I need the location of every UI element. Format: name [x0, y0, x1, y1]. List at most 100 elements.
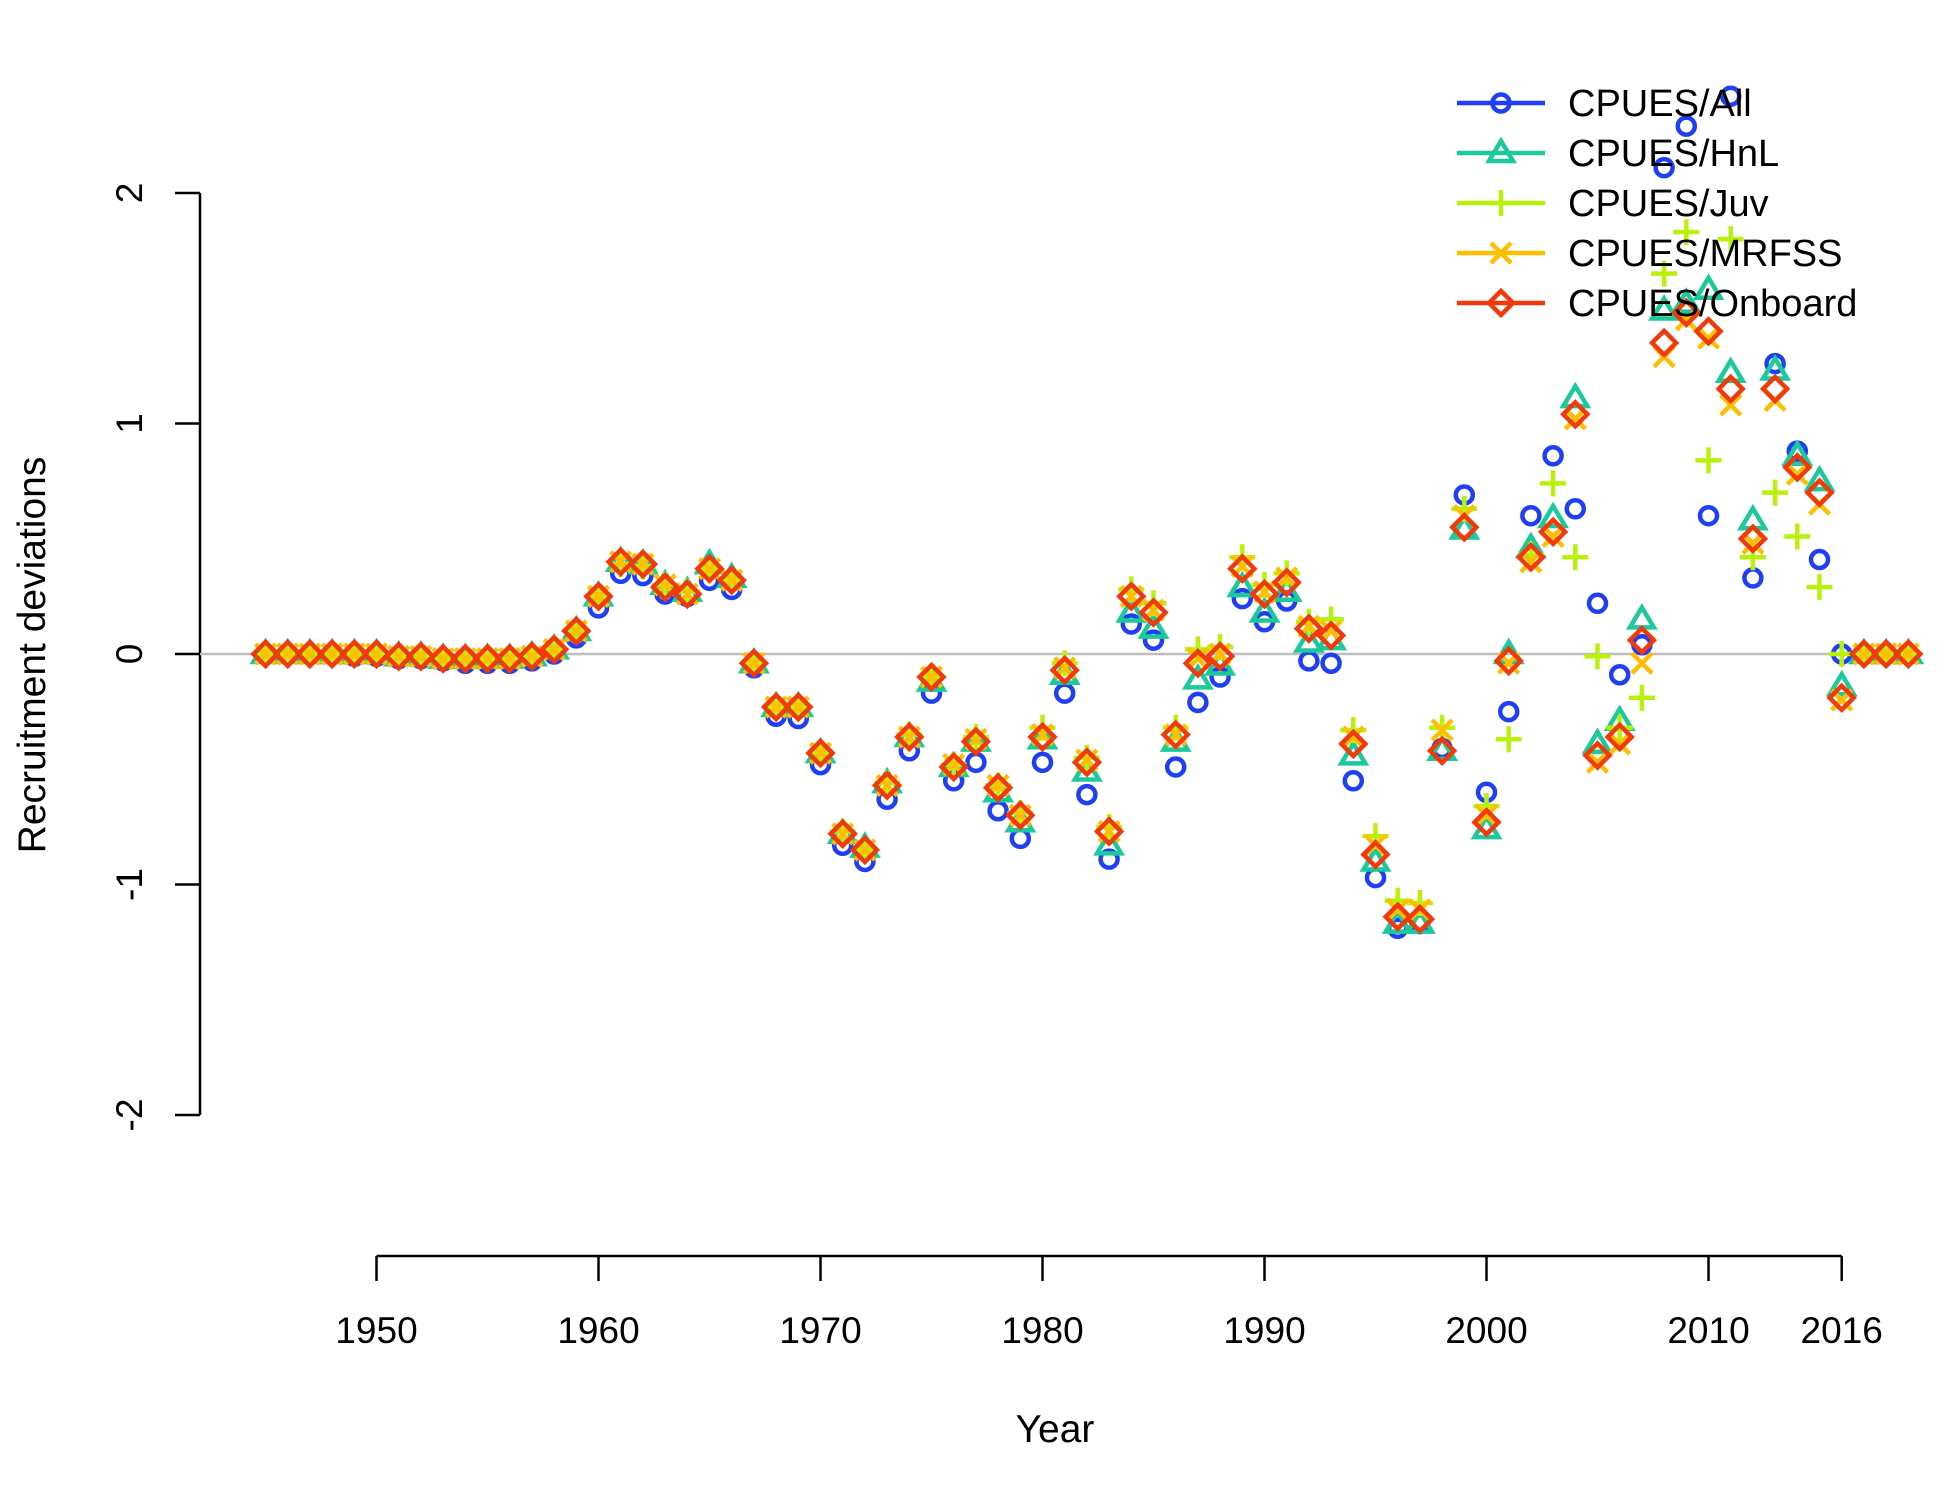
point-4-1978 — [982, 772, 1014, 803]
point-4-2016 — [1826, 682, 1857, 713]
point-3-2004 — [1563, 407, 1587, 431]
point-1-2014 — [1781, 439, 1814, 467]
point-1-1998 — [1426, 734, 1459, 762]
legend-marker-4 — [1485, 287, 1517, 319]
point-2-2004 — [1562, 544, 1589, 571]
point-1-1983 — [1093, 828, 1126, 856]
point-4-1956 — [494, 643, 525, 674]
point-0-2008 — [1653, 156, 1675, 179]
point-4-1970 — [805, 737, 836, 769]
point-3-2006 — [1608, 732, 1632, 756]
legend-marker-2 — [1488, 190, 1514, 216]
point-3-1993 — [1319, 619, 1343, 643]
x-ticks: 1950 1960 1970 1980 1990 2000 2010 2016 — [335, 1256, 1883, 1351]
point-1-1984 — [1115, 596, 1148, 623]
point-4-1986 — [1160, 719, 1191, 750]
point-4-1966 — [716, 565, 747, 596]
point-4-1964 — [672, 578, 703, 610]
series-cpues-onboard — [250, 297, 1924, 935]
legend-label-0: CPUES/All — [1568, 83, 1752, 125]
x-axis-title: Year — [1016, 1408, 1095, 1451]
x-tick-label-1990: 1990 — [1223, 1310, 1305, 1351]
point-4-1949 — [339, 638, 370, 670]
point-4-1988 — [1204, 641, 1236, 672]
point-1-2009 — [1670, 287, 1703, 314]
point-0-1980 — [1031, 751, 1054, 774]
point-2-2005 — [1584, 643, 1611, 670]
point-0-1981 — [1053, 682, 1076, 704]
point-4-1947 — [294, 638, 326, 670]
point-4-1990 — [1249, 578, 1280, 610]
point-4-1971 — [827, 818, 858, 849]
point-4-1980 — [1027, 721, 1058, 753]
point-2-2010 — [1695, 447, 1722, 474]
point-4-1945 — [250, 638, 281, 670]
point-0-1983 — [1098, 848, 1120, 870]
point-3-1994 — [1341, 725, 1365, 749]
point-1-2003 — [1537, 501, 1570, 529]
point-4-1961 — [605, 546, 636, 577]
series-cpues-mrfss — [253, 308, 1920, 922]
point-4-1983 — [1093, 816, 1125, 847]
point-4-2003 — [1537, 516, 1569, 548]
x-tick-label-1970: 1970 — [779, 1310, 861, 1351]
point-4-1976 — [938, 751, 969, 783]
point-1-1990 — [1248, 596, 1281, 623]
point-1-2004 — [1559, 381, 1592, 409]
point-0-1982 — [1076, 783, 1098, 806]
point-0-1987 — [1187, 691, 1209, 714]
y-ticks: -2 -1 0 1 2 — [109, 183, 200, 1132]
point-4-1952 — [405, 641, 437, 672]
point-4-2018 — [1870, 638, 1902, 670]
point-3-2002 — [1519, 550, 1543, 574]
point-4-1960 — [583, 581, 614, 612]
point-4-1989 — [1227, 553, 1258, 584]
point-4-1948 — [316, 638, 348, 670]
point-4-2013 — [1759, 373, 1791, 405]
point-0-2005 — [1586, 592, 1609, 615]
x-tick-label-1950: 1950 — [335, 1310, 417, 1351]
legend-label-2: CPUES/Juv — [1568, 183, 1769, 225]
point-4-1992 — [1293, 613, 1325, 644]
point-4-1997 — [1404, 903, 1436, 935]
point-0-2009 — [1675, 115, 1698, 137]
point-0-1993 — [1320, 652, 1342, 674]
point-1-2005 — [1581, 727, 1614, 755]
point-4-2009 — [1671, 297, 1702, 329]
point-1-1992 — [1292, 626, 1325, 653]
point-0-2002 — [1520, 504, 1542, 527]
legend-item-2: CPUES/Juv — [1457, 183, 1769, 225]
series-cpues-hnl — [249, 273, 1925, 934]
point-0-1994 — [1342, 770, 1365, 792]
point-4-2005 — [1582, 740, 1613, 771]
point-4-2015 — [1804, 477, 1835, 508]
point-4-2001 — [1493, 645, 1524, 677]
point-4-1999 — [1449, 512, 1480, 543]
point-4-2004 — [1560, 399, 1591, 430]
point-2-1981 — [1051, 650, 1078, 677]
point-4-2007 — [1626, 624, 1658, 656]
point-4-2012 — [1737, 523, 1769, 554]
axes: 1950 1960 1970 1980 1990 2000 2010 2016 -2 -1 0 1 2 — [109, 183, 1883, 1351]
point-0-2001 — [1497, 700, 1520, 723]
point-4-1955 — [472, 643, 503, 674]
point-4-1974 — [894, 721, 925, 753]
y-tick-label--1: -1 — [109, 868, 150, 901]
point-4-1998 — [1426, 735, 1458, 766]
point-3-2009 — [1674, 308, 1698, 332]
point-3-2000 — [1474, 803, 1499, 827]
point-2-2007 — [1628, 684, 1655, 711]
point-1-2016 — [1825, 669, 1858, 697]
point-0-2015 — [1808, 548, 1831, 571]
point-4-1996 — [1382, 901, 1413, 932]
point-4-1946 — [272, 638, 303, 670]
point-3-1998 — [1430, 718, 1454, 742]
point-2-2013 — [1762, 479, 1789, 506]
point-4-1994 — [1338, 728, 1369, 760]
point-4-2002 — [1515, 542, 1547, 573]
point-2-2008 — [1651, 260, 1678, 287]
point-4-1977 — [960, 726, 992, 757]
point-4-1950 — [361, 638, 392, 670]
point-0-1985 — [1142, 629, 1165, 651]
y-tick-label--2: -2 — [109, 1099, 150, 1132]
